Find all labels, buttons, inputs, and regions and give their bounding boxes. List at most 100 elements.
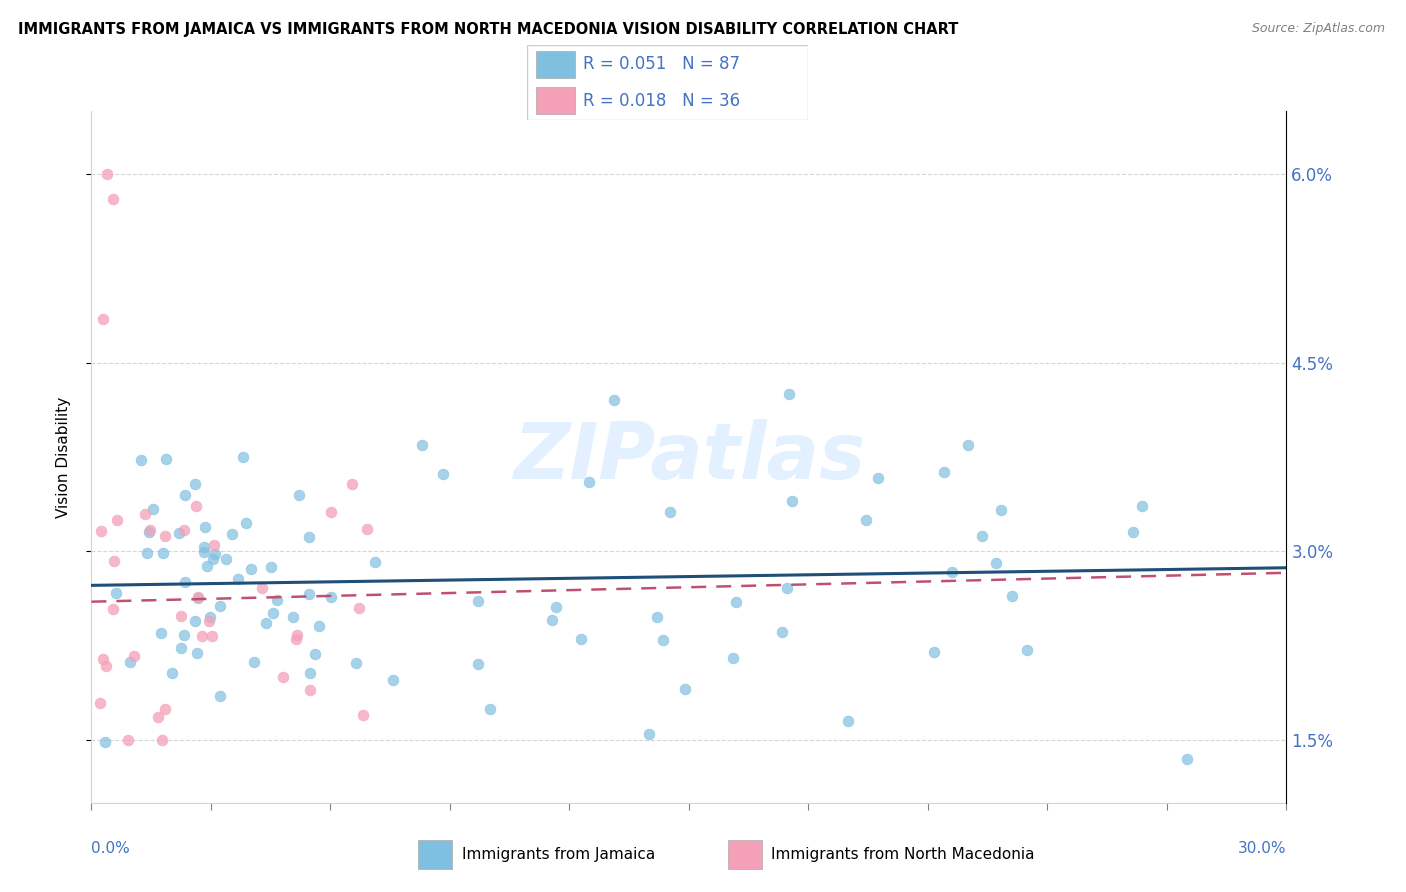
Bar bbox=[728, 840, 762, 869]
Point bbox=[432, 467, 454, 481]
Point bbox=[298, 587, 321, 601]
Point bbox=[299, 682, 322, 697]
Text: 0.0%: 0.0% bbox=[91, 841, 131, 855]
Point bbox=[1015, 643, 1038, 657]
Point bbox=[262, 606, 284, 620]
Point bbox=[356, 522, 378, 536]
Point bbox=[150, 733, 173, 747]
Point bbox=[347, 600, 370, 615]
Point bbox=[184, 614, 207, 628]
Point bbox=[170, 609, 193, 624]
Point bbox=[645, 610, 668, 624]
Point bbox=[153, 529, 176, 543]
Point bbox=[160, 666, 183, 681]
Point bbox=[90, 524, 112, 538]
Bar bbox=[536, 87, 575, 114]
Text: Immigrants from Jamaica: Immigrants from Jamaica bbox=[461, 847, 655, 862]
Point bbox=[93, 652, 115, 666]
Point bbox=[197, 558, 219, 573]
Point bbox=[240, 562, 263, 576]
Point bbox=[94, 658, 117, 673]
Point bbox=[186, 499, 208, 513]
Point bbox=[167, 525, 190, 540]
Point bbox=[94, 734, 117, 748]
Point bbox=[266, 593, 288, 607]
Point bbox=[198, 614, 221, 628]
Point bbox=[215, 551, 238, 566]
Point bbox=[204, 547, 226, 561]
Point bbox=[478, 701, 501, 715]
Point bbox=[103, 553, 125, 567]
Point bbox=[578, 475, 600, 490]
Text: 30.0%: 30.0% bbox=[1239, 841, 1286, 855]
Point bbox=[776, 581, 799, 595]
Point bbox=[187, 591, 209, 605]
Point bbox=[184, 476, 207, 491]
Point bbox=[186, 646, 208, 660]
Point bbox=[352, 708, 374, 723]
Text: IMMIGRANTS FROM JAMAICA VS IMMIGRANTS FROM NORTH MACEDONIA VISION DISABILITY COR: IMMIGRANTS FROM JAMAICA VS IMMIGRANTS FR… bbox=[18, 22, 959, 37]
Text: R = 0.051   N = 87: R = 0.051 N = 87 bbox=[583, 55, 741, 73]
Point bbox=[153, 702, 176, 716]
Point bbox=[284, 632, 307, 647]
Point bbox=[129, 453, 152, 467]
Point bbox=[105, 585, 128, 599]
Point bbox=[173, 523, 195, 537]
Point bbox=[721, 651, 744, 665]
Point bbox=[1175, 752, 1198, 766]
Point bbox=[221, 526, 243, 541]
Y-axis label: Vision Disability: Vision Disability bbox=[56, 397, 70, 517]
Point bbox=[117, 733, 139, 747]
Point bbox=[103, 193, 125, 207]
Point bbox=[193, 540, 215, 554]
Point bbox=[984, 557, 1007, 571]
Point bbox=[363, 555, 385, 569]
Point bbox=[146, 710, 169, 724]
Point bbox=[150, 625, 173, 640]
Point bbox=[569, 632, 592, 647]
Point bbox=[287, 488, 309, 502]
Point bbox=[187, 591, 209, 605]
Point bbox=[467, 593, 489, 607]
Point bbox=[93, 312, 114, 326]
Point bbox=[198, 610, 221, 624]
Point bbox=[152, 546, 174, 560]
Point bbox=[308, 619, 330, 633]
Point bbox=[866, 471, 889, 485]
Point bbox=[770, 625, 793, 640]
Point bbox=[135, 546, 157, 560]
Point bbox=[990, 503, 1012, 517]
Point bbox=[673, 682, 696, 697]
Point bbox=[193, 545, 215, 559]
Point bbox=[1001, 590, 1024, 604]
Point bbox=[304, 648, 326, 662]
Point bbox=[250, 581, 273, 595]
Point bbox=[467, 657, 489, 672]
Point bbox=[285, 627, 308, 641]
Point bbox=[1122, 525, 1144, 540]
Point bbox=[778, 387, 800, 401]
Point bbox=[235, 516, 257, 530]
Point bbox=[540, 613, 562, 627]
Point bbox=[638, 726, 661, 740]
Point bbox=[340, 476, 363, 491]
Point bbox=[174, 488, 197, 502]
Text: Immigrants from North Macedonia: Immigrants from North Macedonia bbox=[770, 847, 1035, 862]
Point bbox=[232, 450, 254, 464]
Point bbox=[941, 566, 963, 580]
Point bbox=[89, 697, 111, 711]
Point bbox=[194, 520, 217, 534]
Point bbox=[155, 452, 177, 467]
Text: Source: ZipAtlas.com: Source: ZipAtlas.com bbox=[1251, 22, 1385, 36]
Text: R = 0.018   N = 36: R = 0.018 N = 36 bbox=[583, 92, 741, 110]
Point bbox=[103, 602, 125, 616]
Point bbox=[602, 393, 624, 408]
Point bbox=[319, 505, 342, 519]
Point bbox=[243, 656, 266, 670]
Point bbox=[226, 572, 249, 586]
Point bbox=[191, 629, 214, 643]
Point bbox=[298, 665, 321, 680]
Point bbox=[201, 551, 224, 566]
Point bbox=[652, 632, 675, 647]
Point bbox=[259, 560, 281, 574]
